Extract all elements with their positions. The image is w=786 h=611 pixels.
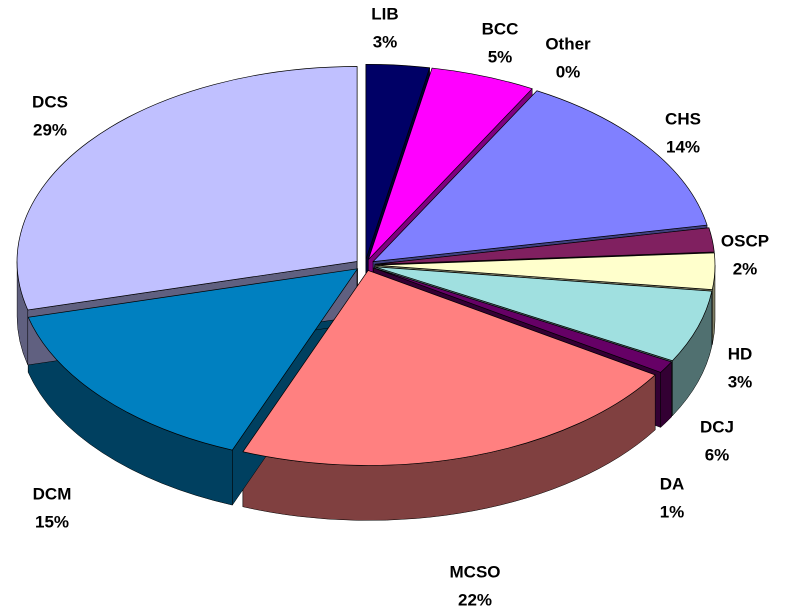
labels: LIB 3% BCC 5% Other 0% CHS 14% OSCP 2% HD 3% DCJ 6% DA… bbox=[32, 4, 769, 609]
slice bbox=[365, 63, 431, 260]
slice-value-label: 3% bbox=[373, 32, 398, 51]
slice-label: MCSO bbox=[450, 562, 501, 581]
slice bbox=[373, 267, 673, 373]
slice bbox=[242, 270, 656, 466]
slice-value-label: 14% bbox=[666, 137, 700, 156]
slice bbox=[374, 252, 716, 290]
slice bbox=[374, 266, 713, 362]
slice-label: Other bbox=[545, 34, 591, 53]
slice-value-label: 3% bbox=[728, 372, 753, 391]
slice-value-label: 6% bbox=[705, 445, 730, 464]
slice-value-label: 29% bbox=[33, 120, 67, 139]
slice bbox=[374, 227, 715, 265]
pie-tops bbox=[16, 63, 716, 466]
slice-label: HD bbox=[728, 344, 753, 363]
slice-label: DCM bbox=[33, 484, 72, 503]
slice-value-label: 15% bbox=[35, 512, 69, 531]
slice bbox=[368, 67, 533, 260]
slice bbox=[372, 90, 708, 263]
slice-side bbox=[660, 361, 672, 428]
slice-label: DCJ bbox=[700, 417, 734, 436]
slice-value-label: 22% bbox=[458, 590, 492, 609]
slice-label: OSCP bbox=[721, 231, 769, 250]
slice-label: LIB bbox=[371, 4, 398, 23]
slice-value-label: 5% bbox=[488, 47, 513, 66]
slice-value-label: 1% bbox=[660, 502, 685, 521]
slice-label: CHS bbox=[665, 109, 701, 128]
slice-label: BCC bbox=[482, 19, 519, 38]
slice-value-label: 2% bbox=[733, 259, 758, 278]
slice-label: DCS bbox=[32, 92, 68, 111]
slice-label: DA bbox=[660, 474, 685, 493]
slice bbox=[27, 268, 359, 451]
slice-value-label: 0% bbox=[556, 62, 581, 81]
slice bbox=[16, 66, 358, 311]
